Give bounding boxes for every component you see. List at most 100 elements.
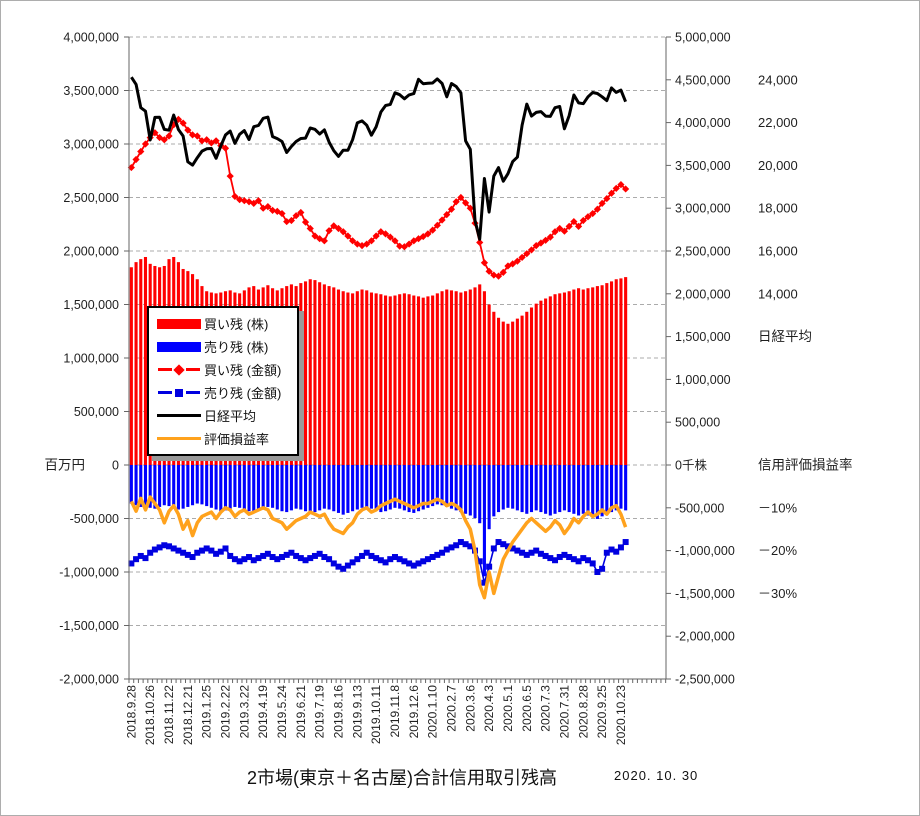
square-marker <box>490 545 497 552</box>
x-tick-label: 2019.1.25 <box>200 685 214 739</box>
bar <box>605 465 609 514</box>
bar <box>416 296 421 465</box>
square-marker <box>321 554 328 561</box>
bar <box>365 290 369 465</box>
diamond-marker <box>334 224 343 233</box>
bar <box>459 292 463 465</box>
diamond-marker <box>513 257 521 265</box>
square-marker <box>434 551 441 558</box>
square-marker <box>566 554 573 561</box>
right-axis-label: 0千株 <box>675 458 707 473</box>
bar <box>520 465 524 513</box>
bar <box>501 465 505 510</box>
diamond-marker <box>240 197 248 205</box>
square-marker <box>344 562 351 569</box>
square-marker <box>137 552 144 559</box>
bar <box>454 465 458 511</box>
diamond-marker <box>203 136 211 144</box>
diamond-marker <box>226 172 234 180</box>
bar <box>407 465 411 513</box>
bar <box>379 294 383 465</box>
bar <box>407 294 411 465</box>
bar <box>393 295 397 465</box>
bar <box>233 465 237 507</box>
diamond-marker <box>278 209 286 218</box>
diamond-marker <box>391 237 399 245</box>
bar <box>482 291 486 465</box>
square-marker <box>326 556 333 563</box>
chart-legend: 買い残 (株) 売り残 (株) 買い残 (金額) 売り残 (金額) 日経平均 評価損益率 <box>147 306 299 456</box>
diamond-marker <box>560 227 569 235</box>
diamond-marker <box>137 147 145 156</box>
bar <box>558 465 562 513</box>
left-axis-label: 0 <box>112 459 119 473</box>
diamond-marker <box>301 218 310 226</box>
bar <box>242 465 246 510</box>
diamond-marker <box>461 199 470 207</box>
left-axis-label: 500,000 <box>74 405 119 419</box>
diamond-marker <box>452 198 460 206</box>
square-marker <box>589 560 596 567</box>
square-marker <box>424 556 431 563</box>
bar <box>416 465 421 512</box>
bar <box>478 284 482 465</box>
diamond-marker <box>546 233 554 241</box>
bar <box>449 465 454 509</box>
bar <box>501 321 505 465</box>
x-tick-label: 2020.5.1 <box>501 685 515 732</box>
bar <box>511 465 515 509</box>
bar <box>341 465 345 515</box>
left-axis-label: -2,000,000 <box>59 673 119 687</box>
bar <box>478 465 482 524</box>
square-marker <box>542 552 549 559</box>
bar <box>393 465 397 508</box>
bar <box>360 289 364 465</box>
diamond-marker <box>344 232 352 240</box>
square-marker <box>453 542 460 549</box>
diamond-marker <box>292 212 300 220</box>
bar <box>313 465 317 513</box>
diamond-marker <box>509 260 517 268</box>
bar <box>445 465 449 507</box>
diamond-marker <box>297 208 305 217</box>
square-marker <box>236 558 243 565</box>
square-marker <box>330 560 337 567</box>
bar <box>529 465 534 513</box>
bar <box>261 465 265 509</box>
square-marker <box>443 546 450 553</box>
left-axis-label: -500,000 <box>70 512 119 526</box>
diamond-marker <box>188 131 197 139</box>
square-marker <box>208 547 215 554</box>
x-tick-label: 2020.9.25 <box>595 685 609 739</box>
bar <box>468 465 472 516</box>
x-tick-label: 2020.3.6 <box>463 685 477 732</box>
bar <box>431 465 435 507</box>
diamond-marker <box>410 237 418 245</box>
legend-item-1: 売り残 (株) <box>157 336 297 358</box>
bar <box>614 279 618 465</box>
square-marker <box>359 552 366 559</box>
ratio-scale-label: －20% <box>758 543 797 558</box>
bar <box>275 465 279 510</box>
bar <box>134 262 138 465</box>
legend-bar-swatch <box>157 318 201 329</box>
bar <box>143 465 148 507</box>
x-tick-label: 2020.2.7 <box>444 685 458 732</box>
legend-item-0: 買い残 (株) <box>157 313 297 335</box>
x-tick-label: 2018.11.22 <box>162 685 176 744</box>
bar <box>506 323 510 465</box>
square-marker <box>457 539 464 546</box>
diamond-marker <box>527 246 536 254</box>
x-tick-label: 2020.7.3 <box>539 685 553 732</box>
bar <box>553 465 557 514</box>
square-marker <box>151 546 158 553</box>
bar <box>548 465 552 516</box>
square-marker <box>161 542 168 549</box>
bar <box>567 465 571 513</box>
diamond-marker <box>584 213 592 221</box>
square-marker <box>382 559 389 566</box>
square-marker <box>410 562 417 569</box>
diamond-marker <box>165 132 173 140</box>
square-marker <box>274 556 281 563</box>
bar <box>351 465 355 512</box>
